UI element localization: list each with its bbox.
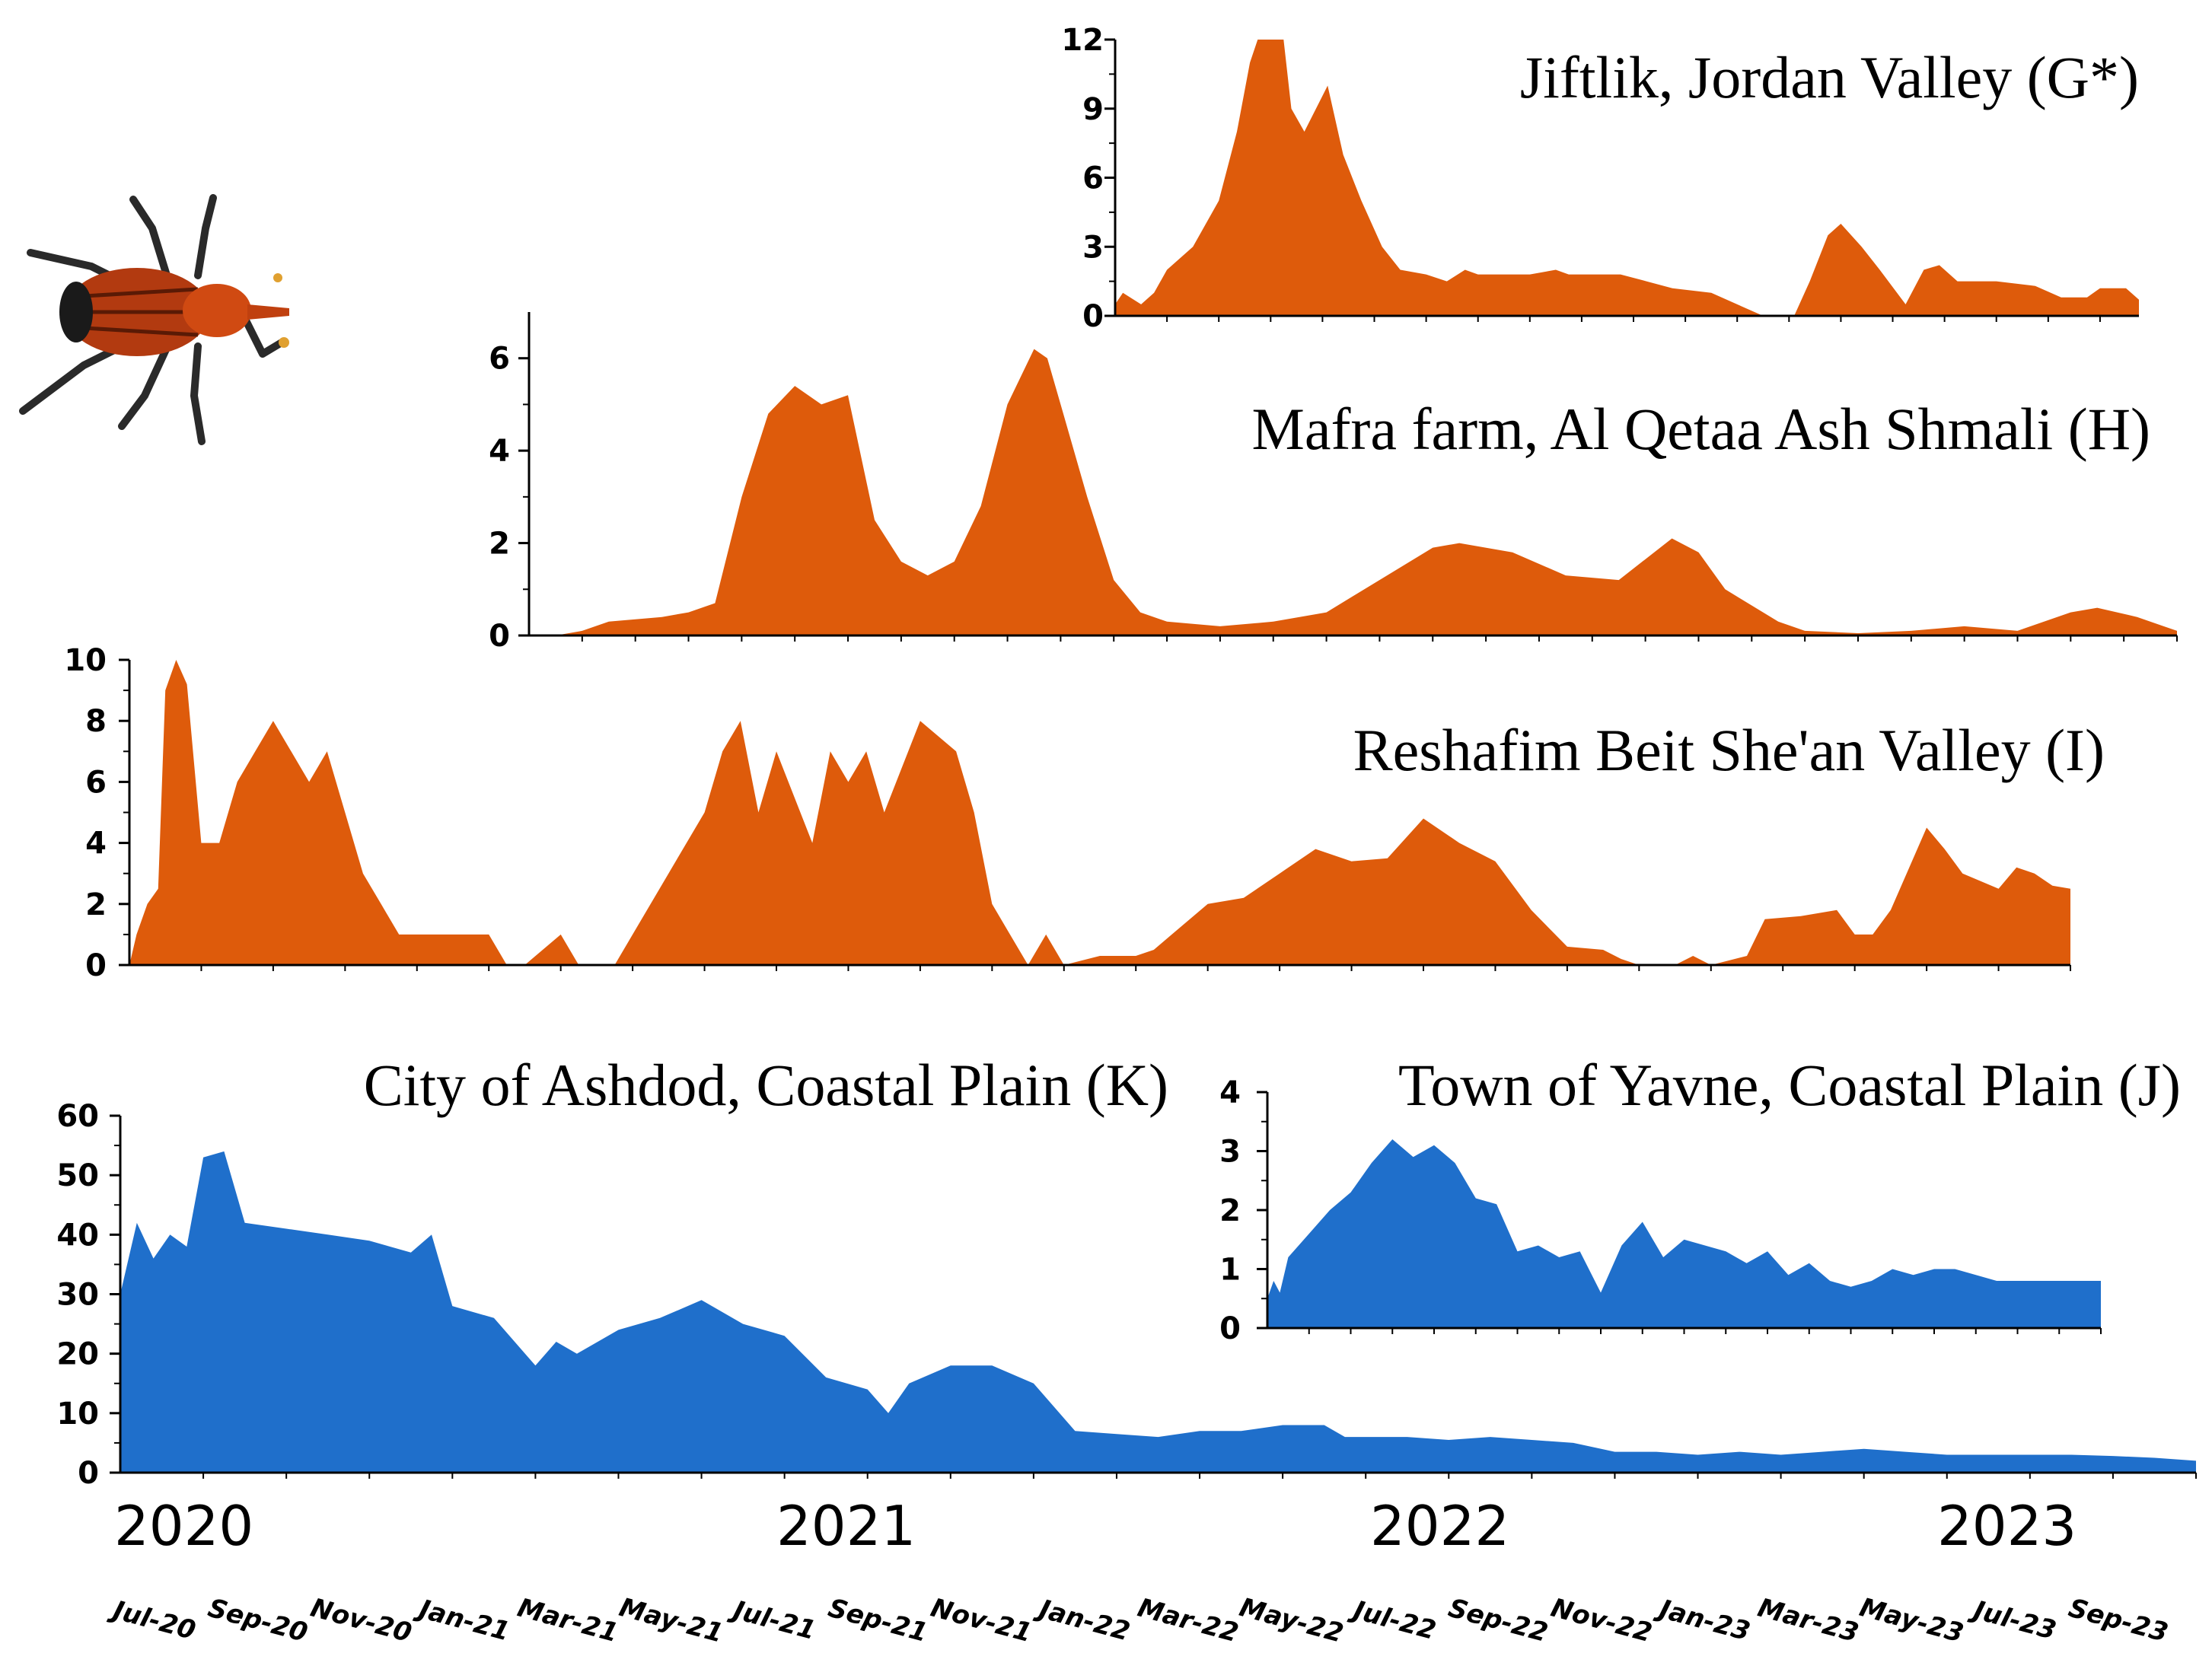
- panel-G: 0 3 6 9 12 Jiftlik, Jordan Valley (G*): [1061, 23, 2139, 334]
- panel-title-K: City of Ashdod, Coastal Plain (K): [364, 1052, 1168, 1118]
- y-tick-label-I: 6: [85, 765, 107, 800]
- month-label: Sep-20: [205, 1593, 311, 1648]
- panel-J: 0 1 2 3 4 Town of Yavne, Coastal Plain (J): [1219, 1052, 2181, 1346]
- y-tick-label-K: 60: [56, 1099, 99, 1134]
- month-label: Jan-22: [1031, 1593, 1133, 1648]
- year-label: 2022: [1370, 1494, 1509, 1558]
- month-label: May-23: [1857, 1592, 1967, 1649]
- y-tick-label-J: 1: [1219, 1253, 1241, 1288]
- y-tick-label-J: 4: [1219, 1075, 1241, 1110]
- y-tick-label-J: 3: [1219, 1135, 1241, 1170]
- y-tick-label-G: 3: [1082, 230, 1104, 265]
- year-label: 2020: [114, 1494, 253, 1558]
- y-tick-label-K: 50: [56, 1158, 99, 1193]
- red-palm-weevil-icon: [19, 194, 289, 445]
- panel-I: 0 2 4 6 8 10 Reshafim Beit She'an Valley (I): [64, 643, 2105, 983]
- panel-title-G: Jiftlik, Jordan Valley (G*): [1520, 44, 2139, 110]
- month-label: Jul-22: [1346, 1594, 1439, 1646]
- y-tick-label-H: 6: [489, 342, 510, 377]
- month-label: Sep-23: [2065, 1593, 2171, 1648]
- month-label: Mar-22: [1134, 1593, 1241, 1649]
- y-tick-label-K: 10: [56, 1397, 99, 1432]
- y-tick-label-I: 4: [85, 827, 107, 862]
- y-tick-label-H: 2: [489, 527, 510, 562]
- y-tick-label-G: 6: [1082, 161, 1104, 196]
- month-label: May-21: [616, 1592, 726, 1649]
- y-tick-label-J: 0: [1219, 1311, 1241, 1346]
- month-label: Nov-22: [1547, 1593, 1655, 1649]
- month-label: Nov-21: [928, 1593, 1035, 1649]
- y-tick-label-I: 2: [85, 887, 107, 922]
- month-label: Jan-23: [1652, 1593, 1753, 1648]
- month-label: Sep-22: [1445, 1593, 1551, 1648]
- y-tick-label-G: 0: [1082, 299, 1104, 334]
- y-tick-label-K: 0: [78, 1456, 99, 1491]
- y-tick-label-G: 12: [1061, 23, 1104, 58]
- y-tick-label-K: 40: [56, 1218, 99, 1253]
- month-label: May-22: [1236, 1592, 1347, 1649]
- y-tick-label-H: 0: [489, 619, 510, 654]
- panel-title-H: Mafra farm, Al Qetaa Ash Shmali (H): [1251, 396, 2150, 462]
- year-label: 2021: [776, 1494, 916, 1558]
- panel-title-J: Town of Yavne, Coastal Plain (J): [1398, 1052, 2181, 1118]
- month-label: Jan-21: [412, 1593, 513, 1648]
- panel-H: 0 2 4 6 Mafra farm, Al Qetaa Ash Shmali (H): [489, 312, 2178, 654]
- area-series-I: [129, 660, 2070, 965]
- year-label: 2023: [1937, 1494, 2077, 1558]
- y-tick-label-I: 10: [64, 643, 107, 678]
- month-label: Jul-23: [1966, 1594, 2059, 1646]
- area-series-K: [120, 1151, 2196, 1473]
- panel-title-I: Reshafim Beit She'an Valley (I): [1353, 717, 2105, 783]
- y-tick-label-G: 9: [1082, 92, 1104, 127]
- y-tick-label-J: 2: [1219, 1193, 1241, 1228]
- y-tick-label-I: 0: [85, 948, 107, 983]
- y-tick-label-K: 30: [56, 1278, 99, 1313]
- area-series-G: [1115, 40, 2139, 316]
- month-label: Mar-23: [1755, 1593, 1862, 1649]
- month-label: Mar-21: [515, 1593, 622, 1649]
- month-label: Sep-21: [825, 1593, 931, 1648]
- month-label: Jul-21: [726, 1594, 819, 1646]
- y-tick-label-I: 8: [85, 704, 107, 739]
- area-series-J: [1267, 1139, 2101, 1328]
- area-series-H: [529, 349, 2177, 635]
- month-label: Nov-20: [308, 1593, 415, 1649]
- y-tick-label-H: 4: [489, 434, 510, 469]
- y-tick-label-K: 20: [56, 1337, 99, 1372]
- month-label: Jul-20: [106, 1594, 199, 1646]
